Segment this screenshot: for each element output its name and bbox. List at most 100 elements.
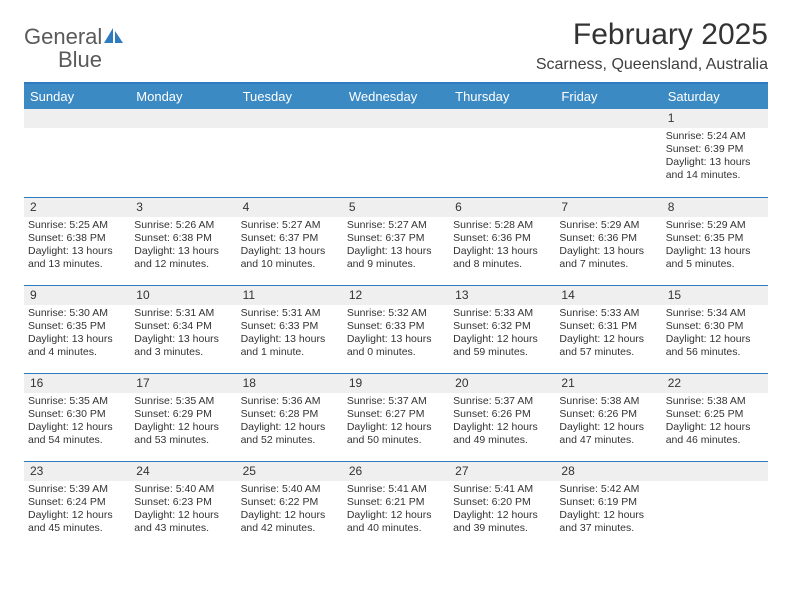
daylight-line: Daylight: 12 hours and 43 minutes. <box>134 509 232 535</box>
calendar-cell: 2 Sunrise: 5:25 AMSunset: 6:38 PMDaylight… <box>24 197 130 285</box>
sunrise-line: Sunrise: 5:37 AM <box>453 395 551 408</box>
day-details <box>449 130 555 136</box>
day-number: 12 <box>343 285 449 305</box>
sunset-line: Sunset: 6:38 PM <box>134 232 232 245</box>
weekday-label: Tuesday <box>237 84 343 109</box>
daylight-line: Daylight: 13 hours and 7 minutes. <box>559 245 657 271</box>
sunset-line: Sunset: 6:29 PM <box>134 408 232 421</box>
calendar-cell <box>24 109 130 197</box>
daylight-line: Daylight: 12 hours and 40 minutes. <box>347 509 445 535</box>
sunset-line: Sunset: 6:35 PM <box>28 320 126 333</box>
day-details <box>662 483 768 489</box>
brand-name-a: General <box>24 24 102 49</box>
day-details: Sunrise: 5:27 AMSunset: 6:37 PMDaylight:… <box>237 219 343 278</box>
day-details: Sunrise: 5:29 AMSunset: 6:36 PMDaylight:… <box>555 219 661 278</box>
calendar-cell: 18Sunrise: 5:36 AMSunset: 6:28 PMDayligh… <box>237 373 343 461</box>
calendar-cell: 7Sunrise: 5:29 AMSunset: 6:36 PMDaylight… <box>555 197 661 285</box>
day-details <box>24 130 130 136</box>
calendar-cell: 12Sunrise: 5:32 AMSunset: 6:33 PMDayligh… <box>343 285 449 373</box>
calendar-cell: 1Sunrise: 5:24 AMSunset: 6:39 PMDaylight… <box>662 109 768 197</box>
calendar-cell <box>449 109 555 197</box>
sunset-line: Sunset: 6:26 PM <box>559 408 657 421</box>
sunset-line: Sunset: 6:30 PM <box>666 320 764 333</box>
sunrise-line: Sunrise: 5:30 AM <box>28 307 126 320</box>
calendar-cell: 21Sunrise: 5:38 AMSunset: 6:26 PMDayligh… <box>555 373 661 461</box>
calendar-page: General Blue February 2025 Scarness, Que… <box>0 0 792 549</box>
daylight-line: Daylight: 13 hours and 14 minutes. <box>666 156 764 182</box>
daylight-line: Daylight: 13 hours and 3 minutes. <box>134 333 232 359</box>
day-details: Sunrise: 5:41 AMSunset: 6:20 PMDaylight:… <box>449 483 555 542</box>
daylight-line: Daylight: 12 hours and 57 minutes. <box>559 333 657 359</box>
day-details: Sunrise: 5:37 AMSunset: 6:26 PMDaylight:… <box>449 395 555 454</box>
day-details: Sunrise: 5:37 AMSunset: 6:27 PMDaylight:… <box>343 395 449 454</box>
weekday-label: Friday <box>555 84 661 109</box>
daylight-line: Daylight: 13 hours and 4 minutes. <box>28 333 126 359</box>
day-number: 21 <box>555 373 661 393</box>
sunset-line: Sunset: 6:24 PM <box>28 496 126 509</box>
sunset-line: Sunset: 6:25 PM <box>666 408 764 421</box>
calendar-cell <box>237 109 343 197</box>
calendar-cell <box>555 109 661 197</box>
daylight-line: Daylight: 12 hours and 39 minutes. <box>453 509 551 535</box>
sunset-line: Sunset: 6:38 PM <box>28 232 126 245</box>
day-number: 6 <box>449 197 555 217</box>
day-number: 19 <box>343 373 449 393</box>
sunrise-line: Sunrise: 5:35 AM <box>134 395 232 408</box>
sunrise-line: Sunrise: 5:31 AM <box>241 307 339 320</box>
sunrise-line: Sunrise: 5:31 AM <box>134 307 232 320</box>
day-details <box>237 130 343 136</box>
sunset-line: Sunset: 6:36 PM <box>559 232 657 245</box>
day-number: 16 <box>24 373 130 393</box>
calendar-cell: 20Sunrise: 5:37 AMSunset: 6:26 PMDayligh… <box>449 373 555 461</box>
sunset-line: Sunset: 6:27 PM <box>347 408 445 421</box>
day-number: 25 <box>237 461 343 481</box>
calendar-cell: 5Sunrise: 5:27 AMSunset: 6:37 PMDaylight… <box>343 197 449 285</box>
sunrise-line: Sunrise: 5:28 AM <box>453 219 551 232</box>
sunrise-line: Sunrise: 5:33 AM <box>559 307 657 320</box>
daylight-line: Daylight: 12 hours and 49 minutes. <box>453 421 551 447</box>
day-details: Sunrise: 5:32 AMSunset: 6:33 PMDaylight:… <box>343 307 449 366</box>
day-number <box>343 109 449 128</box>
calendar-cell: 25Sunrise: 5:40 AMSunset: 6:22 PMDayligh… <box>237 461 343 549</box>
sunset-line: Sunset: 6:37 PM <box>241 232 339 245</box>
day-details: Sunrise: 5:30 AMSunset: 6:35 PMDaylight:… <box>24 307 130 366</box>
daylight-line: Daylight: 12 hours and 50 minutes. <box>347 421 445 447</box>
calendar-cell <box>343 109 449 197</box>
header: General Blue February 2025 Scarness, Que… <box>24 18 768 78</box>
sunset-line: Sunset: 6:26 PM <box>453 408 551 421</box>
day-number: 26 <box>343 461 449 481</box>
day-number: 17 <box>130 373 236 393</box>
calendar-cell: 16Sunrise: 5:35 AMSunset: 6:30 PMDayligh… <box>24 373 130 461</box>
sunset-line: Sunset: 6:36 PM <box>453 232 551 245</box>
sunset-line: Sunset: 6:32 PM <box>453 320 551 333</box>
day-details: Sunrise: 5:42 AMSunset: 6:19 PMDaylight:… <box>555 483 661 542</box>
sunrise-line: Sunrise: 5:37 AM <box>347 395 445 408</box>
calendar-cell: 13Sunrise: 5:33 AMSunset: 6:32 PMDayligh… <box>449 285 555 373</box>
sunset-line: Sunset: 6:34 PM <box>134 320 232 333</box>
day-number: 28 <box>555 461 661 481</box>
sunset-line: Sunset: 6:33 PM <box>241 320 339 333</box>
day-details: Sunrise: 5:26 AMSunset: 6:38 PMDaylight:… <box>130 219 236 278</box>
daylight-line: Daylight: 13 hours and 8 minutes. <box>453 245 551 271</box>
daylight-line: Daylight: 13 hours and 10 minutes. <box>241 245 339 271</box>
sunrise-line: Sunrise: 5:27 AM <box>347 219 445 232</box>
day-number: 7 <box>555 197 661 217</box>
sunrise-line: Sunrise: 5:25 AM <box>28 219 126 232</box>
daylight-line: Daylight: 13 hours and 0 minutes. <box>347 333 445 359</box>
day-details: Sunrise: 5:33 AMSunset: 6:32 PMDaylight:… <box>449 307 555 366</box>
day-number: 10 <box>130 285 236 305</box>
daylight-line: Daylight: 13 hours and 13 minutes. <box>28 245 126 271</box>
calendar-cell: 9Sunrise: 5:30 AMSunset: 6:35 PMDaylight… <box>24 285 130 373</box>
title-block: February 2025 Scarness, Queensland, Aust… <box>536 18 768 78</box>
daylight-line: Daylight: 12 hours and 47 minutes. <box>559 421 657 447</box>
day-number <box>449 109 555 128</box>
sunrise-line: Sunrise: 5:27 AM <box>241 219 339 232</box>
day-details: Sunrise: 5:29 AMSunset: 6:35 PMDaylight:… <box>662 219 768 278</box>
daylight-line: Daylight: 12 hours and 56 minutes. <box>666 333 764 359</box>
daylight-line: Daylight: 12 hours and 53 minutes. <box>134 421 232 447</box>
calendar-cell: 3Sunrise: 5:26 AMSunset: 6:38 PMDaylight… <box>130 197 236 285</box>
calendar-cell: 4Sunrise: 5:27 AMSunset: 6:37 PMDaylight… <box>237 197 343 285</box>
sunset-line: Sunset: 6:20 PM <box>453 496 551 509</box>
day-number: 2 <box>24 197 130 217</box>
sunset-line: Sunset: 6:39 PM <box>666 143 764 156</box>
